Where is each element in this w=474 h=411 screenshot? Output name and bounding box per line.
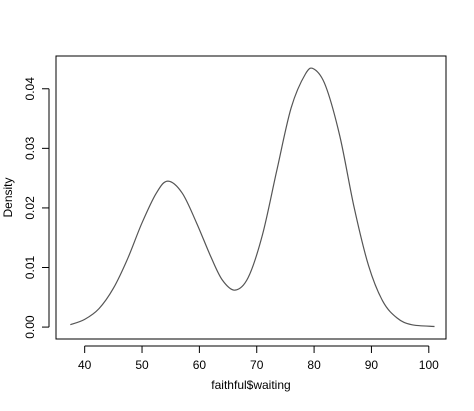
x-tick-label: 90 [365,358,379,372]
y-axis-label: Density [1,177,15,217]
x-tick-label: 60 [193,358,207,372]
x-tick-label: 50 [135,358,149,372]
x-tick-label: 70 [250,358,264,372]
x-tick-label: 40 [78,358,92,372]
density-curve [70,67,435,328]
y-tick-label: 0.02 [23,196,37,220]
y-tick-label: 0.01 [23,256,37,280]
x-axis: 40 50 60 70 80 90 100 [78,345,439,372]
x-tick-label: 80 [307,358,321,372]
y-tick-label: 0.00 [23,315,37,339]
x-axis-label: faithful$waiting [211,378,290,392]
y-axis: 0.00 0.01 0.02 0.03 0.04 [23,77,50,339]
plot-frame [55,55,447,340]
y-tick-label: 0.04 [23,77,37,101]
x-tick-label: 100 [419,358,439,372]
y-tick-label: 0.03 [23,136,37,160]
